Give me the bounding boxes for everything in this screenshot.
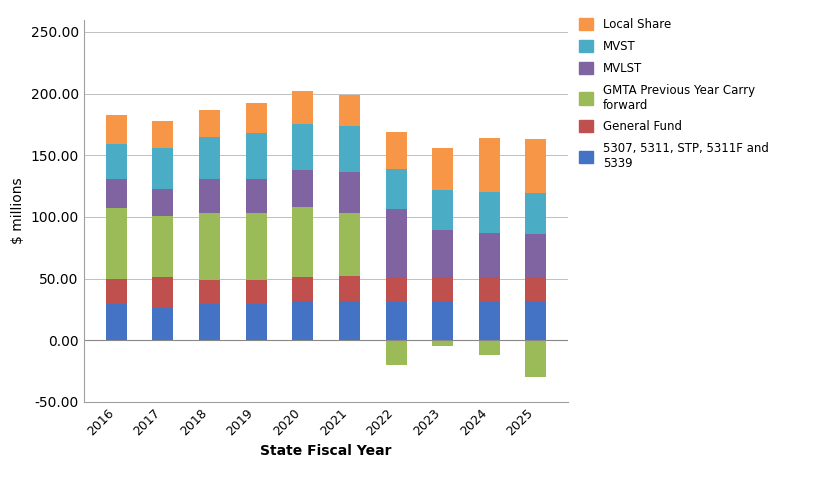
Bar — [293, 170, 314, 207]
Bar — [385, 169, 406, 209]
Bar — [385, 277, 406, 302]
Bar — [339, 276, 359, 301]
Bar — [432, 302, 453, 340]
Bar — [105, 304, 126, 340]
Bar — [246, 304, 267, 340]
Bar — [246, 213, 267, 280]
Bar — [246, 103, 267, 133]
Bar — [339, 95, 359, 125]
Bar — [199, 179, 220, 213]
Bar — [526, 139, 547, 194]
Bar — [199, 137, 220, 179]
Bar — [152, 308, 173, 340]
Bar — [105, 278, 126, 304]
Y-axis label: $ millions: $ millions — [11, 177, 25, 244]
Bar — [152, 121, 173, 148]
Bar — [152, 148, 173, 189]
Bar — [105, 115, 126, 144]
Bar — [339, 213, 359, 276]
Bar — [339, 125, 359, 172]
Bar — [432, 190, 453, 230]
Bar — [105, 208, 126, 278]
Bar — [246, 133, 267, 179]
Bar — [432, 340, 453, 346]
X-axis label: State Fiscal Year: State Fiscal Year — [260, 444, 392, 458]
Bar — [152, 277, 173, 308]
Bar — [432, 148, 453, 190]
Bar — [385, 340, 406, 365]
Bar — [385, 209, 406, 277]
Bar — [152, 216, 173, 277]
Bar — [246, 280, 267, 304]
Bar — [293, 301, 314, 340]
Bar — [526, 234, 547, 277]
Bar — [339, 172, 359, 213]
Legend: Local Share, MVST, MVLST, GMTA Previous Year Carry
forward, General Fund, 5307, : Local Share, MVST, MVLST, GMTA Previous … — [579, 18, 769, 170]
Bar — [339, 301, 359, 340]
Bar — [526, 277, 547, 302]
Bar — [385, 132, 406, 169]
Bar — [199, 304, 220, 340]
Bar — [479, 302, 500, 340]
Bar — [152, 189, 173, 216]
Bar — [526, 194, 547, 234]
Bar — [479, 277, 500, 302]
Bar — [432, 277, 453, 302]
Bar — [246, 179, 267, 213]
Bar — [199, 110, 220, 137]
Bar — [199, 213, 220, 280]
Bar — [432, 230, 453, 277]
Bar — [293, 207, 314, 277]
Bar — [479, 138, 500, 192]
Bar — [479, 192, 500, 233]
Bar — [526, 340, 547, 377]
Bar — [526, 302, 547, 340]
Bar — [293, 124, 314, 170]
Bar — [385, 302, 406, 340]
Bar — [199, 280, 220, 304]
Bar — [293, 277, 314, 301]
Bar — [479, 340, 500, 355]
Bar — [105, 144, 126, 179]
Bar — [479, 233, 500, 277]
Bar — [293, 91, 314, 124]
Bar — [105, 179, 126, 208]
